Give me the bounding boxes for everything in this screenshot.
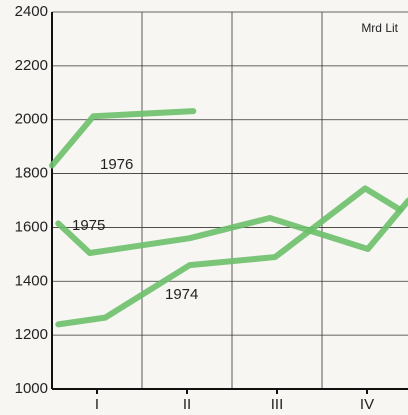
x-tick-label: II xyxy=(183,396,191,413)
y-tick-label: 1000 xyxy=(15,380,48,397)
y-tick-label: 1200 xyxy=(15,326,48,343)
unit-label: Mrd Lit xyxy=(361,21,398,35)
y-tick-label: 2000 xyxy=(15,111,48,128)
x-tick-label: III xyxy=(271,396,284,413)
lines xyxy=(49,108,408,328)
x-tick-label: I xyxy=(95,396,99,413)
series-line xyxy=(55,197,408,257)
series-label: 1975 xyxy=(72,217,105,234)
y-tick-label: 1800 xyxy=(15,165,48,182)
x-tick-label: IV xyxy=(360,396,374,413)
series-label: 1976 xyxy=(100,156,133,173)
series-line xyxy=(55,185,404,328)
y-tick-label: 2400 xyxy=(15,3,48,20)
y-tick-label: 1600 xyxy=(15,218,48,235)
series-line xyxy=(49,108,197,169)
y-tick-label: 1400 xyxy=(15,272,48,289)
y-tick-label: 2200 xyxy=(15,57,48,74)
series-label: 1974 xyxy=(165,286,198,303)
